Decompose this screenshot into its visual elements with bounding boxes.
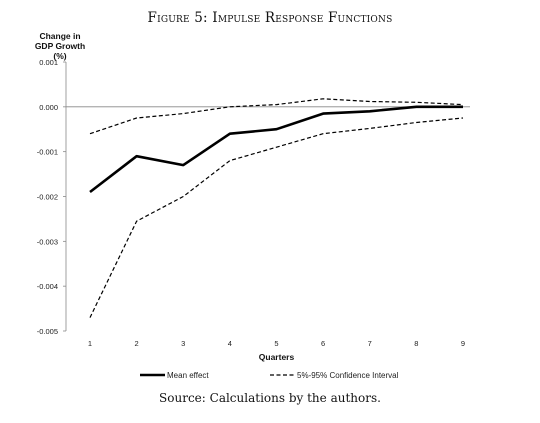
x-tick-label: 9 bbox=[461, 339, 465, 348]
x-tick-label: 3 bbox=[181, 339, 185, 348]
y-tick-label: -0.002 bbox=[37, 193, 58, 202]
x-tick-label: 2 bbox=[135, 339, 139, 348]
series-line-ci-lower bbox=[89, 117, 464, 318]
x-tick-label: 8 bbox=[414, 339, 418, 348]
figure-title: Figure 5: Impulse Response Functions bbox=[147, 10, 393, 26]
y-tick-label: 0.000 bbox=[39, 103, 58, 112]
legend-label-mean-effect: Mean effect bbox=[167, 371, 209, 380]
y-tick-label: 0.001 bbox=[39, 58, 58, 67]
series-line-ci-upper bbox=[89, 98, 464, 135]
legend-label-confidence-interval: 5%-95% Confidence Interval bbox=[297, 371, 399, 380]
y-tick-label: -0.004 bbox=[37, 282, 58, 291]
x-axis-label: Quarters bbox=[259, 352, 295, 362]
figure-source: Source: Calculations by the authors. bbox=[159, 391, 381, 405]
x-tick-label: 4 bbox=[228, 339, 232, 348]
y-tick-label: -0.005 bbox=[37, 327, 58, 336]
y-axis-label: Change in GDP Growth (%) bbox=[34, 31, 86, 61]
x-tick-label: 1 bbox=[88, 339, 92, 348]
x-tick-label: 5 bbox=[274, 339, 278, 348]
x-tick-label: 7 bbox=[368, 339, 372, 348]
series-line-mean-effect bbox=[89, 105, 463, 194]
x-tick-label: 6 bbox=[321, 339, 325, 348]
y-tick-label: -0.001 bbox=[37, 148, 58, 157]
y-tick-label: -0.003 bbox=[37, 237, 58, 246]
